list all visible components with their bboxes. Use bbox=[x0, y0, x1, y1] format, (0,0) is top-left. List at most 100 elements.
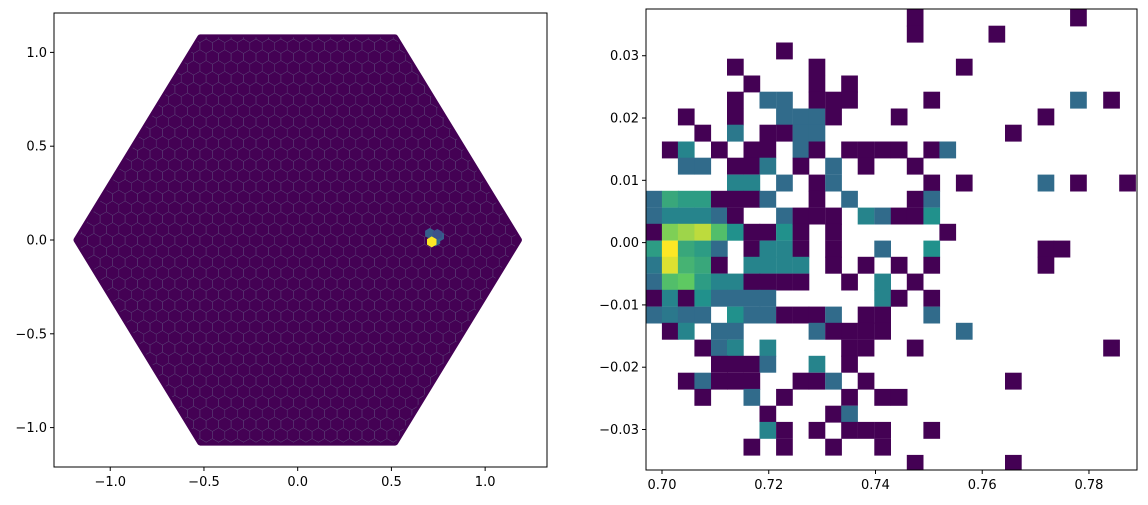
histogram-cell bbox=[841, 405, 858, 423]
histogram-cell bbox=[677, 157, 695, 175]
histogram-cell bbox=[841, 75, 858, 93]
histogram-cell bbox=[759, 355, 777, 373]
histogram-cell bbox=[792, 124, 810, 142]
histogram-cell bbox=[677, 108, 695, 126]
histogram-cell bbox=[711, 339, 728, 357]
histogram-cell bbox=[661, 306, 679, 324]
histogram-cell bbox=[776, 108, 793, 126]
histogram-cell bbox=[825, 322, 842, 340]
histogram-cell bbox=[808, 124, 826, 142]
histogram-cell bbox=[857, 256, 875, 274]
histogram-cell bbox=[759, 240, 777, 258]
histogram-cell bbox=[759, 273, 777, 291]
histogram-cell bbox=[694, 388, 712, 406]
histogram-cell bbox=[874, 421, 891, 439]
histogram-cell bbox=[646, 306, 662, 324]
histogram-cell bbox=[906, 207, 924, 225]
histogram-cell bbox=[841, 355, 858, 373]
histogram-cell bbox=[890, 388, 908, 406]
histogram-cell bbox=[711, 141, 728, 159]
histogram-cell bbox=[808, 322, 826, 340]
histogram-cell bbox=[727, 306, 744, 324]
histogram-cell bbox=[776, 256, 793, 274]
histogram-cell bbox=[759, 339, 777, 357]
histogram-cell bbox=[1070, 9, 1087, 27]
histogram-cell bbox=[743, 240, 761, 258]
histogram-cell bbox=[727, 190, 744, 208]
histogram-cell bbox=[808, 190, 826, 208]
histogram-cell bbox=[661, 256, 679, 274]
histogram-cell bbox=[857, 339, 875, 357]
histogram-cell bbox=[743, 75, 761, 93]
histogram-cell bbox=[694, 273, 712, 291]
histogram-cell bbox=[776, 388, 793, 406]
x-tick-label: 0.76 bbox=[968, 478, 997, 493]
histogram-cell bbox=[906, 157, 924, 175]
histogram-cell bbox=[1103, 339, 1120, 357]
histogram-cell bbox=[792, 240, 810, 258]
histogram-cell bbox=[759, 141, 777, 159]
histogram-cell bbox=[646, 256, 662, 274]
histogram-cell bbox=[677, 223, 695, 241]
histogram-cell bbox=[841, 91, 858, 109]
histogram-cell bbox=[825, 405, 842, 423]
axes-frame bbox=[645, 8, 1138, 471]
histogram-cell bbox=[906, 190, 924, 208]
histogram-cell bbox=[857, 306, 875, 324]
histogram-cell bbox=[711, 289, 728, 307]
histogram-cell bbox=[808, 207, 826, 225]
histogram-cell bbox=[743, 190, 761, 208]
histogram-cell bbox=[825, 438, 842, 456]
histogram-cell bbox=[841, 421, 858, 439]
histogram-cell bbox=[694, 207, 712, 225]
histogram-cell bbox=[776, 273, 793, 291]
histogram-cell bbox=[792, 223, 810, 241]
histogram-cell bbox=[923, 289, 941, 307]
histogram-cell bbox=[808, 421, 826, 439]
histogram-cell bbox=[661, 322, 679, 340]
histogram-cell bbox=[1037, 108, 1055, 126]
histogram-cell bbox=[743, 388, 761, 406]
histogram-cell bbox=[874, 322, 891, 340]
histogram-cell bbox=[825, 108, 842, 126]
histogram-cell bbox=[906, 454, 924, 470]
histogram-cell bbox=[776, 438, 793, 456]
x-tick-label: 0.70 bbox=[648, 478, 677, 493]
histogram-cell bbox=[661, 289, 679, 307]
histogram-cell bbox=[1070, 174, 1087, 192]
histogram-cell bbox=[923, 174, 941, 192]
y-tick-label: 0.02 bbox=[610, 112, 639, 127]
histogram-cell bbox=[906, 9, 924, 27]
y-tick-label: −0.02 bbox=[599, 361, 639, 376]
x-tick-label: 0.0 bbox=[287, 475, 308, 490]
y-tick-label: 0.0 bbox=[26, 234, 47, 249]
histogram-cell bbox=[743, 306, 761, 324]
histogram-cell bbox=[988, 25, 1006, 43]
histogram-cell bbox=[857, 421, 875, 439]
histogram-cell bbox=[776, 421, 793, 439]
histogram-cell bbox=[825, 240, 842, 258]
histogram-cell bbox=[759, 91, 777, 109]
histogram-cell bbox=[792, 108, 810, 126]
histogram-cell bbox=[711, 240, 728, 258]
histogram-cell bbox=[923, 256, 941, 274]
histogram-cell bbox=[727, 289, 744, 307]
histogram-cell bbox=[677, 240, 695, 258]
histogram-cell bbox=[776, 306, 793, 324]
histogram-cell bbox=[825, 372, 842, 390]
histogram-cell bbox=[661, 223, 679, 241]
histogram-cell bbox=[792, 306, 810, 324]
histogram-cell bbox=[646, 240, 662, 258]
histogram-cell bbox=[743, 174, 761, 192]
histogram-cell bbox=[694, 157, 712, 175]
histogram-cell bbox=[890, 289, 908, 307]
histogram-cell bbox=[792, 256, 810, 274]
histogram-cell bbox=[711, 273, 728, 291]
histogram-cell bbox=[874, 289, 891, 307]
histogram-cell bbox=[776, 240, 793, 258]
histogram-cell bbox=[743, 289, 761, 307]
histogram-cell bbox=[727, 372, 744, 390]
histogram-cell bbox=[825, 174, 842, 192]
histogram-cell bbox=[841, 339, 858, 357]
